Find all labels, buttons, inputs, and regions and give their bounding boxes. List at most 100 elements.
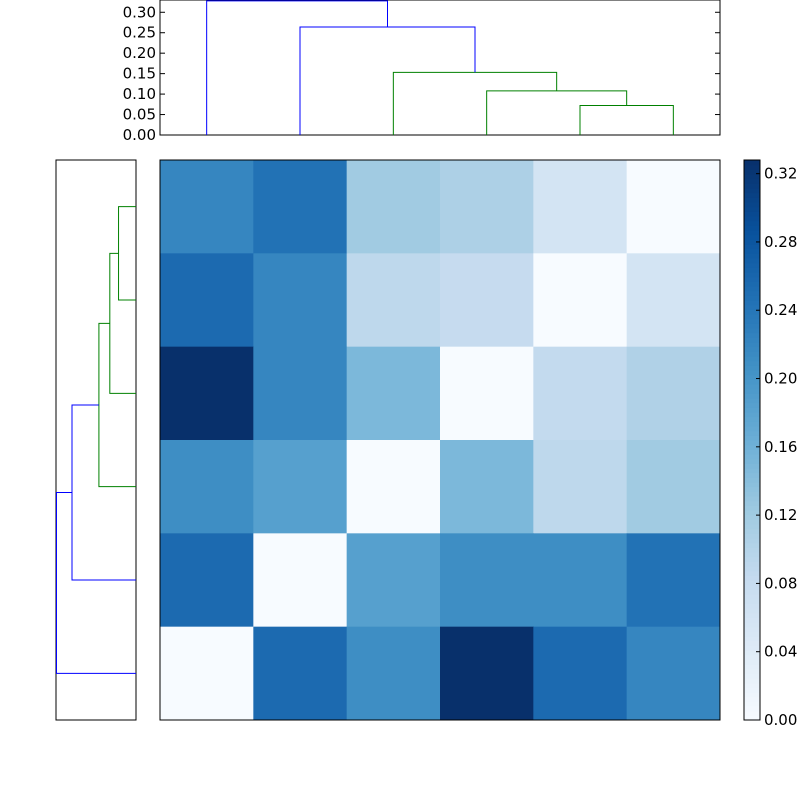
colorbar-segment xyxy=(744,696,760,702)
colorbar-segment xyxy=(744,496,760,502)
colorbar-segment xyxy=(744,300,760,306)
colorbar-tick-label: 0.20 xyxy=(764,370,797,388)
colorbar-tick-label: 0.28 xyxy=(764,233,797,251)
colorbar-segment xyxy=(744,514,760,520)
heatmap-cell xyxy=(626,626,721,721)
heatmap-cell xyxy=(253,626,348,721)
colorbar-segment xyxy=(744,197,760,203)
colorbar-segment xyxy=(744,528,760,534)
colorbar-segment xyxy=(744,314,760,320)
colorbar-segment xyxy=(744,598,760,604)
heatmap-cell xyxy=(440,346,534,441)
top-dendrogram-ytick-label: 0.05 xyxy=(123,106,156,124)
colorbar-segment xyxy=(744,589,760,595)
heatmap-cell xyxy=(160,346,254,441)
colorbar-segment xyxy=(744,612,760,618)
colorbar-segment xyxy=(744,202,760,208)
colorbar-segment xyxy=(744,192,760,198)
colorbar-tick-label: 0.00 xyxy=(764,711,797,729)
colorbar-segment xyxy=(744,477,760,483)
colorbar-segment xyxy=(744,603,760,609)
colorbar-segment xyxy=(744,566,760,572)
colorbar-segment xyxy=(744,253,760,259)
heatmap-cell xyxy=(440,160,534,254)
colorbar-segment xyxy=(744,491,760,497)
colorbar-segment xyxy=(744,309,760,315)
heatmap-cell xyxy=(626,346,721,441)
colorbar-segment xyxy=(744,384,760,390)
top-dendrogram-link-4 xyxy=(206,0,388,135)
heatmap-cell xyxy=(160,253,254,348)
colorbar-segment xyxy=(744,244,760,250)
heatmap-cell xyxy=(533,626,628,721)
heatmap-cell xyxy=(160,160,254,254)
left-dendrogram-link-4 xyxy=(55,492,136,674)
colorbar-segment xyxy=(744,328,760,334)
heatmap-cell xyxy=(440,440,534,534)
colorbar-segment xyxy=(744,687,760,693)
colorbar-segment xyxy=(744,360,760,366)
colorbar-segment xyxy=(744,337,760,343)
colorbar-segment xyxy=(744,510,760,516)
top-dendrogram-link-1 xyxy=(486,90,628,135)
colorbar-segment xyxy=(744,444,760,450)
colorbar-segment xyxy=(744,626,760,632)
colorbar-tick-label: 0.16 xyxy=(764,438,797,456)
colorbar-segment xyxy=(744,706,760,712)
colorbar-segment xyxy=(744,351,760,357)
colorbar-segment xyxy=(744,500,760,506)
heatmap-cell xyxy=(253,346,348,441)
colorbar-segment xyxy=(744,332,760,338)
colorbar-tick-label: 0.32 xyxy=(764,165,797,183)
colorbar-segment xyxy=(744,668,760,674)
colorbar-segment xyxy=(744,486,760,492)
left-dendrogram xyxy=(55,159,137,721)
colorbar-segment xyxy=(744,183,760,189)
colorbar-segment xyxy=(744,211,760,217)
colorbar-segment xyxy=(744,659,760,665)
heatmap-cell xyxy=(346,160,441,254)
colorbar-segment xyxy=(744,524,760,530)
colorbar-segment xyxy=(744,533,760,539)
top-dendrogram-link-2 xyxy=(392,71,558,135)
colorbar-segment xyxy=(744,346,760,352)
colorbar-segment xyxy=(744,295,760,301)
colorbar-segment xyxy=(744,552,760,558)
colorbar-segment xyxy=(744,440,760,446)
colorbar-segment xyxy=(744,393,760,399)
top-dendrogram-link-3 xyxy=(299,26,476,135)
top-dendrogram-link-0 xyxy=(579,105,674,135)
left-dendrogram-link-1 xyxy=(109,252,136,394)
colorbar-segment xyxy=(744,276,760,282)
colorbar-segment xyxy=(744,258,760,264)
colorbar-tick-label: 0.04 xyxy=(764,643,797,661)
top-dendrogram-ytick-label: 0.10 xyxy=(123,85,156,103)
top-dendrogram: 0.00 0.05 0.10 0.15 0.20 0.25 0.30 xyxy=(123,0,721,144)
colorbar-segment xyxy=(744,580,760,586)
colorbar-segment xyxy=(744,290,760,296)
left-dendrogram-link-3 xyxy=(71,404,136,581)
colorbar-segment xyxy=(744,594,760,600)
colorbar-segment xyxy=(744,645,760,651)
colorbar-segment xyxy=(744,318,760,324)
colorbar-segment xyxy=(744,206,760,212)
heatmap-cell xyxy=(533,253,628,348)
colorbar-segment xyxy=(744,570,760,576)
colorbar-segment xyxy=(744,575,760,581)
colorbar-segment xyxy=(744,710,760,716)
colorbar-segment xyxy=(744,370,760,376)
colorbar-segment xyxy=(744,608,760,614)
colorbar-segment xyxy=(744,379,760,385)
colorbar-segment xyxy=(744,682,760,688)
heatmap xyxy=(159,159,721,721)
heatmap-cell xyxy=(626,533,721,628)
heatmap-cell xyxy=(253,253,348,348)
left-dendrogram-link-2 xyxy=(98,322,136,488)
colorbar-segment xyxy=(744,468,760,474)
colorbar-segment xyxy=(744,407,760,413)
colorbar-segment xyxy=(744,426,760,432)
colorbar-segment xyxy=(744,622,760,628)
colorbar-segment xyxy=(744,356,760,362)
heatmap-cell xyxy=(533,160,628,254)
colorbar-segment xyxy=(744,561,760,567)
